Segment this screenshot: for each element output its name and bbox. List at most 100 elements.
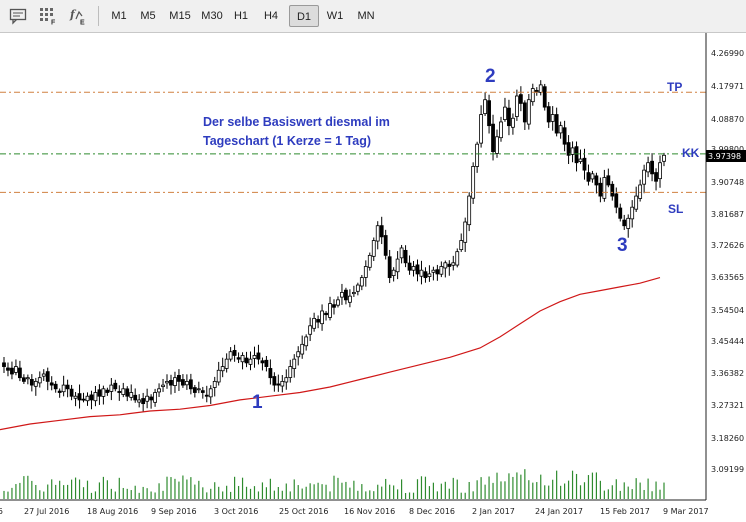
chart-toolbar: F f E M1 M5 M15 M30 H1 H4 D1 W1 MN xyxy=(0,0,746,33)
candle xyxy=(260,357,265,371)
candle xyxy=(37,371,42,388)
candle xyxy=(300,335,305,359)
candle xyxy=(602,169,607,202)
candle xyxy=(355,282,360,296)
time-tick: 5 xyxy=(0,507,3,516)
candle xyxy=(618,203,623,222)
candle xyxy=(646,156,650,178)
candle xyxy=(188,373,193,395)
candle xyxy=(507,99,511,136)
candle xyxy=(538,80,543,96)
candle xyxy=(407,255,412,275)
time-tick: 18 Aug 2016 xyxy=(87,507,138,516)
candle xyxy=(169,374,173,395)
candle xyxy=(184,374,189,390)
price-tick: 3.18260 xyxy=(711,434,744,443)
tp-label: TP xyxy=(667,80,682,94)
candle xyxy=(181,374,185,388)
grid-f-icon[interactable]: F xyxy=(36,4,60,28)
timeframe-h4-button[interactable]: H4 xyxy=(263,10,279,22)
toolbar-separator xyxy=(98,6,99,26)
timeframe-mn-button[interactable]: MN xyxy=(357,10,375,22)
candle xyxy=(391,267,396,282)
price-tick: 3.72626 xyxy=(711,241,744,250)
candle xyxy=(550,106,555,131)
price-tick: 3.99800 xyxy=(711,145,744,154)
timeframe-m15-button[interactable]: M15 xyxy=(169,10,191,22)
timeframe-d1-button[interactable]: D1 xyxy=(289,5,319,27)
candle xyxy=(224,353,229,373)
candle xyxy=(240,352,245,370)
candle xyxy=(594,172,599,194)
candle xyxy=(216,361,221,386)
candle xyxy=(634,186,639,213)
candle xyxy=(288,359,293,383)
candle xyxy=(268,359,273,385)
candle xyxy=(236,352,241,364)
candle xyxy=(642,164,647,194)
candle xyxy=(447,260,452,276)
candle xyxy=(351,285,356,297)
candle xyxy=(487,94,491,134)
wave-label-3: 3 xyxy=(617,235,628,256)
candle xyxy=(495,129,499,158)
annotation-text-line1: Der selbe Basiswert diesmal im xyxy=(203,115,390,129)
candle xyxy=(65,379,70,398)
candle xyxy=(69,384,74,401)
candle xyxy=(21,374,26,384)
timeframe-w1-button[interactable]: W1 xyxy=(326,10,344,22)
candle xyxy=(336,296,340,308)
candle xyxy=(252,346,257,368)
candle xyxy=(173,371,177,394)
price-tick: 4.08870 xyxy=(711,115,744,124)
price-chart[interactable]: Der selbe Basiswert diesmal im Tageschar… xyxy=(0,33,746,522)
candle xyxy=(332,299,336,315)
candle xyxy=(443,260,448,278)
candle xyxy=(129,384,134,401)
indicators-e-icon[interactable]: f E xyxy=(66,4,90,28)
candle xyxy=(511,113,515,135)
price-tick: 3.81687 xyxy=(711,210,744,219)
candle xyxy=(606,168,611,188)
candle xyxy=(439,261,444,278)
candle xyxy=(546,101,551,128)
chart-text-icon[interactable] xyxy=(6,4,30,28)
price-tick: 4.17971 xyxy=(711,82,744,91)
candle xyxy=(320,304,324,331)
candle xyxy=(45,367,50,391)
candle xyxy=(145,388,150,409)
candle xyxy=(654,168,658,191)
candle xyxy=(626,214,631,238)
candle xyxy=(212,376,217,397)
candle xyxy=(459,233,464,252)
levels-layer xyxy=(0,91,706,193)
candle xyxy=(530,83,535,106)
candle xyxy=(73,391,78,407)
candle xyxy=(383,229,388,260)
svg-text:F: F xyxy=(51,20,56,26)
price-tick: 3.90748 xyxy=(711,178,744,187)
timeframe-h1-button[interactable]: H1 xyxy=(233,10,249,22)
timeframe-m5-button[interactable]: M5 xyxy=(140,10,156,22)
candle xyxy=(14,359,18,376)
candle xyxy=(570,141,575,163)
time-axis: 5 27 Jul 2016 18 Aug 2016 9 Sep 2016 3 O… xyxy=(0,507,709,516)
candle xyxy=(137,394,142,408)
time-tick: 8 Dec 2016 xyxy=(409,507,455,516)
candle xyxy=(49,376,54,391)
timeframe-m30-button[interactable]: M30 xyxy=(201,10,223,22)
current-price-box xyxy=(706,150,746,162)
volume-layer xyxy=(3,469,665,499)
candle xyxy=(586,164,591,186)
candles-layer xyxy=(2,80,666,412)
timeframe-m1-button[interactable]: M1 xyxy=(111,10,127,22)
candle xyxy=(41,369,46,381)
candle xyxy=(479,105,484,148)
candle xyxy=(228,347,233,362)
candle xyxy=(204,385,209,403)
candle xyxy=(375,221,380,250)
candle xyxy=(359,274,364,291)
candle xyxy=(463,217,468,252)
candle xyxy=(113,379,118,392)
candle xyxy=(475,141,480,173)
